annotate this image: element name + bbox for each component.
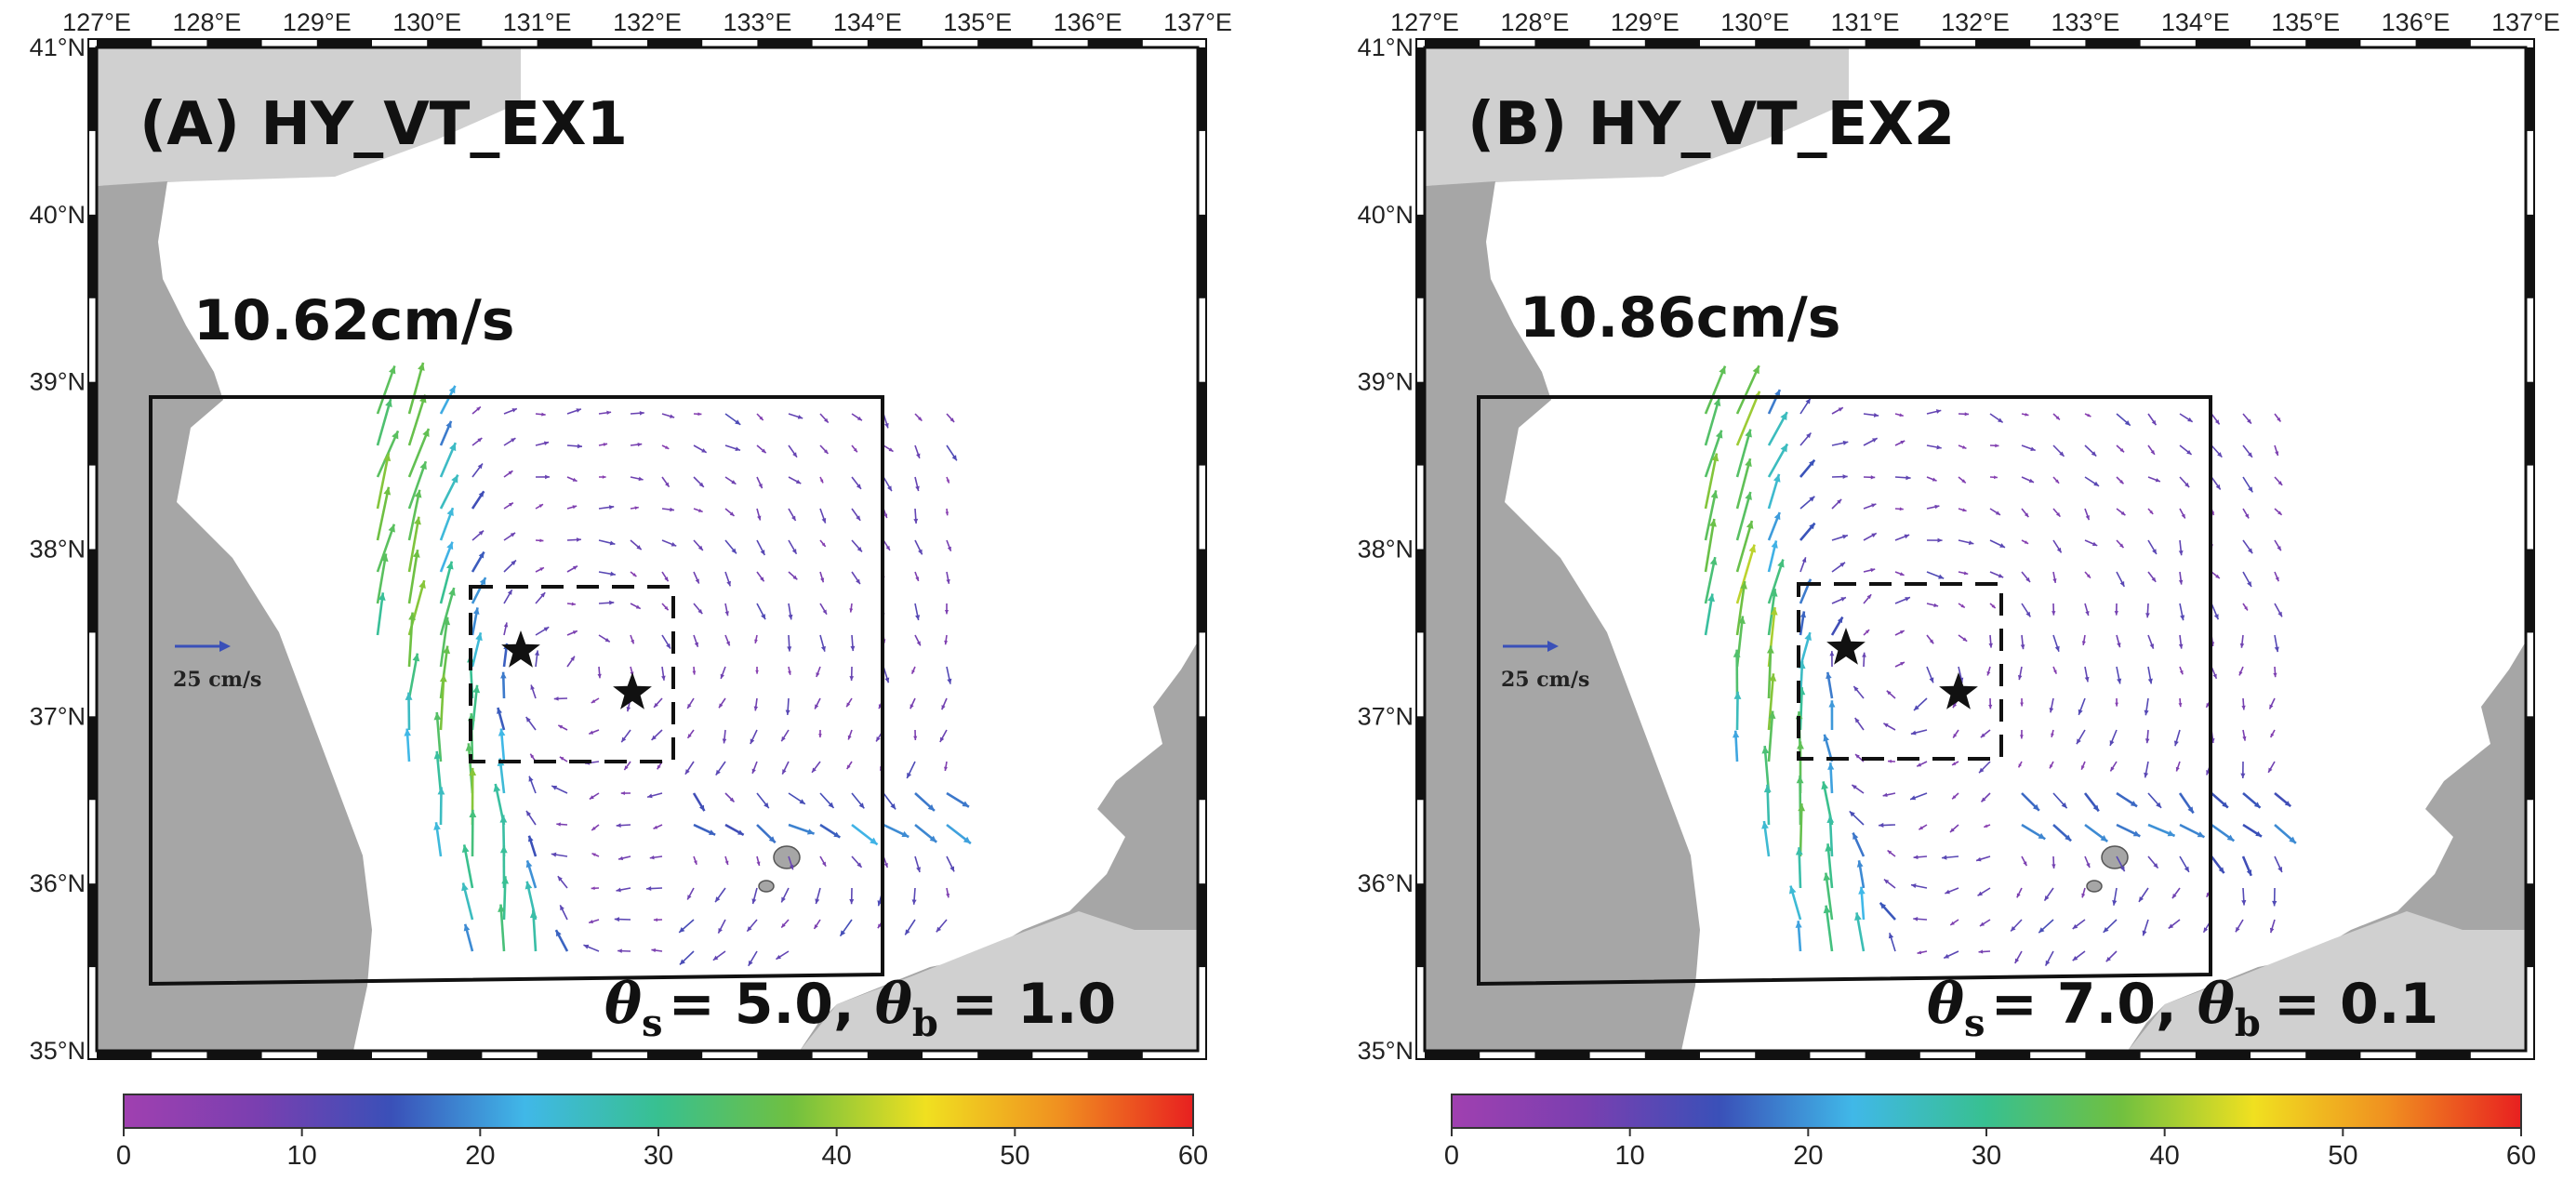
mean-speed-label-a: 10.62cm/s xyxy=(193,288,515,353)
lon-tick-label: 130°E xyxy=(392,8,461,36)
lat-tick-label: 40°N xyxy=(30,201,86,229)
lat-tick-labels-b: 41°N 40°N 39°N 38°N 37°N 36°N 35°N xyxy=(1358,33,1414,1065)
lon-tick-label: 131°E xyxy=(503,8,572,36)
colorbar-tick-label: 0 xyxy=(1444,1141,1459,1171)
colorbar-tick-label: 40 xyxy=(2150,1141,2180,1171)
colorbar-tick-label: 20 xyxy=(1793,1141,1823,1171)
colorbar-tick-label: 60 xyxy=(2506,1141,2536,1171)
lat-tick-label: 35°N xyxy=(1358,1037,1414,1065)
lat-tick-label: 39°N xyxy=(30,368,86,396)
lat-tick-label: 41°N xyxy=(1358,33,1414,61)
colorbar-tick-label: 40 xyxy=(822,1141,852,1171)
panel-title-a: (A) HY_VT_EX1 xyxy=(139,90,628,159)
lat-tick-label: 37°N xyxy=(30,702,86,730)
lon-tick-label: 135°E xyxy=(943,8,1012,36)
colorbar-tick-label: 20 xyxy=(465,1141,495,1171)
map-panel-a: 25 cm/s (A) HY_VT_EX1 10.62cm/s θs= 5.0,… xyxy=(30,8,1232,1171)
lat-tick-label: 35°N xyxy=(30,1037,86,1065)
island-dokdo-b xyxy=(2087,881,2102,892)
lon-tick-label: 127°E xyxy=(62,8,131,36)
lon-tick-label: 129°E xyxy=(1611,8,1680,36)
lon-tick-label: 133°E xyxy=(2051,8,2119,36)
lat-tick-label: 37°N xyxy=(1358,702,1414,730)
lat-tick-labels-a: 41°N 40°N 39°N 38°N 37°N 36°N 35°N xyxy=(30,33,86,1065)
island-dokdo-a xyxy=(759,881,774,892)
lon-tick-label: 134°E xyxy=(833,8,902,36)
lon-tick-label: 129°E xyxy=(283,8,352,36)
lon-tick-label: 132°E xyxy=(613,8,682,36)
lon-tick-labels-b: 127°E 128°E 129°E 130°E 131°E 132°E 133°E 134°E… xyxy=(1390,8,2560,36)
colorbar-tick-label: 30 xyxy=(644,1141,673,1171)
lon-tick-label: 136°E xyxy=(2382,8,2450,36)
lon-tick-label: 134°E xyxy=(2161,8,2230,36)
lat-tick-label: 36°N xyxy=(1358,869,1414,897)
map-panel-b: 25 cm/s (B) HY_VT_EX2 10.86cm/s θs= 7.0,… xyxy=(1358,8,2560,1171)
lon-tick-label: 130°E xyxy=(1720,8,1789,36)
lat-tick-label: 36°N xyxy=(30,869,86,897)
lat-tick-label: 40°N xyxy=(1358,201,1414,229)
panel-title-b: (B) HY_VT_EX2 xyxy=(1467,90,1955,159)
lat-tick-label: 38°N xyxy=(30,536,86,563)
lon-tick-label: 128°E xyxy=(1500,8,1569,36)
map-area-b: 25 cm/s (B) HY_VT_EX2 10.86cm/s θs= 7.0,… xyxy=(1425,47,2526,1051)
lon-tick-label: 137°E xyxy=(1163,8,1232,36)
lon-tick-labels-a: 127°E 128°E 129°E 130°E 131°E 132°E 133°E 134°E… xyxy=(62,8,1232,36)
reference-vector-label-b: 25 cm/s xyxy=(1501,668,1589,692)
island-ulleung-b xyxy=(2102,846,2128,868)
lon-tick-label: 133°E xyxy=(723,8,791,36)
lat-tick-label: 38°N xyxy=(1358,536,1414,563)
colorbar-tick-label: 60 xyxy=(1178,1141,1208,1171)
lon-tick-label: 132°E xyxy=(1941,8,2010,36)
lon-tick-label: 131°E xyxy=(1831,8,1900,36)
lon-tick-label: 135°E xyxy=(2271,8,2340,36)
colorbar-ticks-b: 0 10 20 30 40 50 60 xyxy=(1444,1128,2536,1171)
colorbar-tick-label: 0 xyxy=(116,1141,131,1171)
mean-speed-label-b: 10.86cm/s xyxy=(1520,285,1841,351)
lon-tick-label: 128°E xyxy=(172,8,241,36)
lon-tick-label: 137°E xyxy=(2491,8,2560,36)
colorbar-tick-label: 30 xyxy=(1972,1141,2001,1171)
colorbar-ticks-a: 0 10 20 30 40 50 60 xyxy=(116,1128,1208,1171)
colorbar-tick-label: 50 xyxy=(2328,1141,2357,1171)
colorbar-tick-label: 10 xyxy=(287,1141,317,1171)
map-area-a: 25 cm/s (A) HY_VT_EX1 10.62cm/s θs= 5.0,… xyxy=(97,47,1198,1051)
lat-tick-label: 39°N xyxy=(1358,368,1414,396)
island-ulleung-a xyxy=(774,846,800,868)
reference-vector-label-a: 25 cm/s xyxy=(173,668,261,692)
lat-tick-label: 41°N xyxy=(30,33,86,61)
colorbar-tick-label: 10 xyxy=(1615,1141,1645,1171)
colorbar-tick-label: 50 xyxy=(1000,1141,1029,1171)
lon-tick-label: 136°E xyxy=(1054,8,1122,36)
colorbar-a: 0 10 20 30 40 50 60 xyxy=(116,1094,1208,1171)
lon-tick-label: 127°E xyxy=(1390,8,1459,36)
colorbar-b: 0 10 20 30 40 50 60 xyxy=(1444,1094,2536,1171)
